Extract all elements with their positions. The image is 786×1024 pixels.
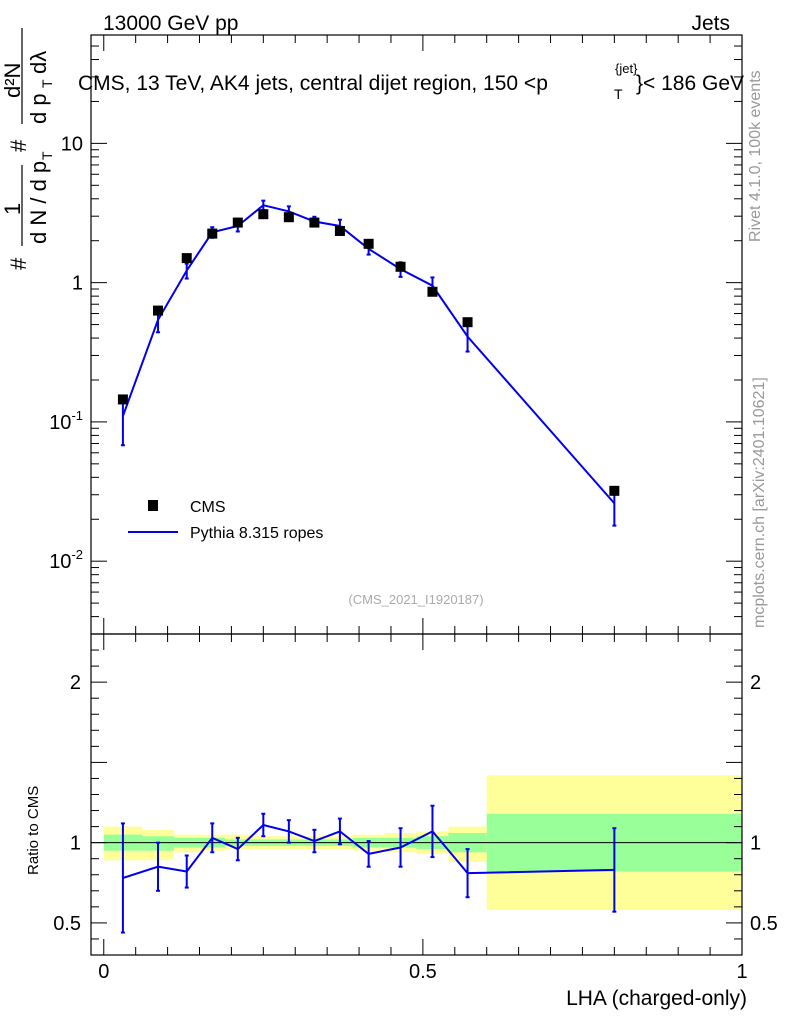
cms-data-point [258,209,269,220]
x-tick-label: 0 [98,961,109,983]
analysis-watermark: (CMS_2021_I1920187) [348,592,483,607]
top-frame [90,34,743,635]
chart-title: CMS, 13 TeV, AK4 jets, central dijet reg… [78,61,744,102]
cms-data-point [309,217,320,228]
legend-label-pythia: Pythia 8.315 ropes [190,525,323,542]
svg-text:d N / d p: d N / d p [26,161,51,244]
y-tick-label: 10-1 [49,408,83,434]
cms-data-point [232,217,243,228]
y-tick-label: 10 [61,133,83,155]
pythia-line [121,204,616,505]
mcplots-label: mcplots.cern.ch [arXiv:2401.10621] [751,377,768,628]
cms-data-point [207,228,218,239]
title-sub: T [614,86,623,102]
legend-label-cms: CMS [190,499,226,516]
cms-data-point [283,212,294,223]
rivet-label: Rivet 4.1.0, 100k events [747,70,764,242]
header-left: 13000 GeV pp [103,12,238,35]
ratio-y-tick-label-right: 1 [750,833,761,855]
legend-marker-cms [148,500,158,511]
title-sup: {jet} [615,61,638,76]
svg-text:1: 1 [0,203,25,215]
y-tick-label: 1 [72,273,83,295]
header-right: Jets [691,12,730,35]
cms-data-point [181,253,192,264]
title-main: CMS, 13 TeV, AK4 jets, central dijet reg… [78,72,548,95]
svg-text:#: # [6,139,31,152]
x-axis-label: LHA (charged-only) [566,987,747,1010]
cms-data-point [609,485,620,496]
ratio-y-tick-label-left: 2 [70,672,81,694]
cms-data-point [395,261,406,272]
svg-text:T: T [39,79,55,88]
ratio-panel-marks [120,804,617,934]
top-ylabel: # 1 d N / d p T # d²N d p T dλ [0,28,55,270]
svg-text:#: # [6,257,31,270]
ratio-pythia-line [122,823,615,879]
cms-data-point [462,317,473,328]
x-tick-label: 1 [736,961,747,983]
top-panel-marks [117,199,620,527]
ratio-y-tick-label-right: 0.5 [750,913,778,935]
svg-text:d p: d p [26,93,51,124]
svg-text:d²N: d²N [0,63,25,98]
cms-data-point [334,225,345,236]
title-end: }< 186 GeV [636,72,744,95]
ratio-y-tick-label-left: 0.5 [53,913,81,935]
ratio-panel-axes: 0.5 0.5 1 1 2 2 0 0.5 1 [53,633,778,983]
svg-text:dλ: dλ [26,51,51,74]
svg-text:CMS, 13 TeV, AK4 jets, central: CMS, 13 TeV, AK4 jets, central dijet reg… [78,72,548,95]
cms-data-point [427,286,438,297]
svg-text:T: T [39,151,55,160]
ratio-y-tick-label-left: 1 [70,833,81,855]
cms-data-point [117,394,128,405]
cms-data-point [363,238,374,249]
ratio-ylabel: Ratio to CMS [25,786,42,875]
x-tick-label: 0.5 [409,961,437,983]
y-tick-label: 10-2 [49,547,83,573]
legend: CMS Pythia 8.315 ropes [128,499,323,542]
ratio-y-tick-label-right: 2 [750,672,761,694]
cms-data-point [153,305,164,316]
